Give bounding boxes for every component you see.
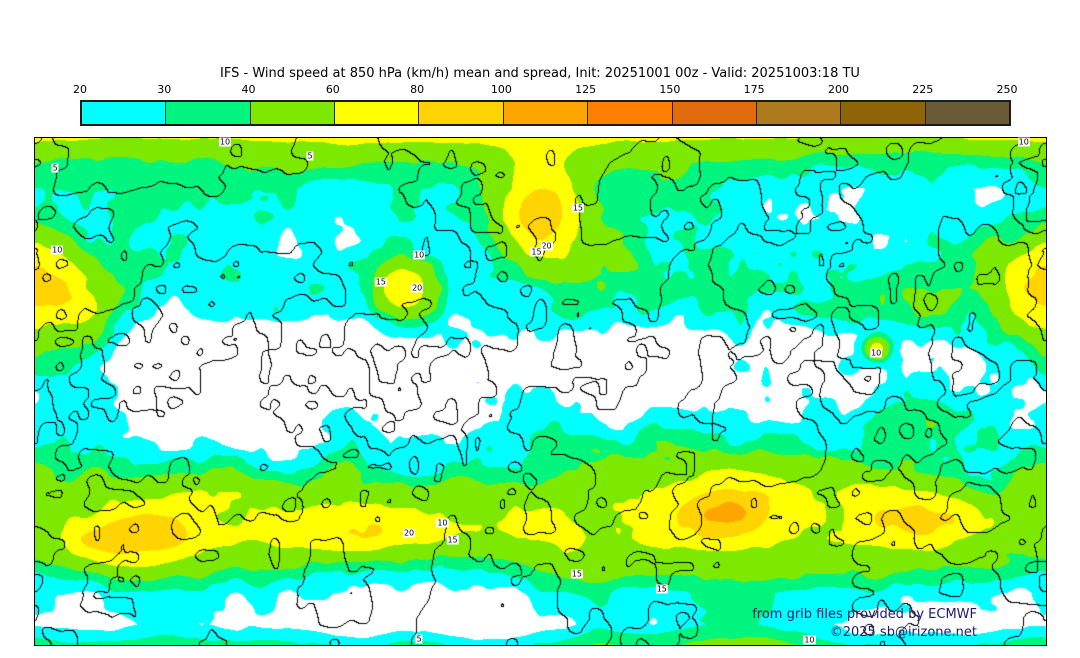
contour-label: 20 (540, 241, 553, 251)
contour-label: 15 (374, 277, 387, 287)
colorbar-tick-label: 30 (157, 83, 172, 96)
chart-title: IFS - Wind speed at 850 hPa (km/h) mean … (220, 66, 860, 81)
contour-label: 15 (655, 584, 668, 594)
colorbar-tick-label: 175 (743, 83, 765, 96)
colorbar-tick-label: 20 (73, 83, 87, 96)
colorbar-tick-label: 125 (575, 83, 597, 96)
colorbar-segment (503, 102, 589, 124)
credits: from grib files provided by ECMWF ©2025 … (752, 606, 977, 642)
colorbar-tick-label: 250 (996, 83, 1018, 96)
contour-label: 10 (413, 250, 426, 260)
colorbar-segment (250, 102, 336, 124)
contour-label: 10 (870, 348, 883, 358)
credits-line-copyright: ©2025 sb@irizone.net (829, 625, 977, 640)
colorbar-ticks: 20 30 40 60 80 100 125 150 175 200 225 250 (73, 83, 1018, 97)
colorbar (80, 100, 1011, 126)
colorbar-tick-label: 225 (912, 83, 934, 96)
colorbar-segment (841, 102, 926, 124)
colorbar-tick-label: 150 (659, 83, 681, 96)
colorbar-segment (419, 102, 504, 124)
colorbar-segment (672, 102, 757, 124)
colorbar-tick-label: 80 (410, 83, 425, 96)
contour-label: 5 (306, 151, 314, 161)
colorbar-segment (82, 102, 167, 124)
colorbar-segment (756, 102, 842, 124)
colorbar-segment (335, 102, 420, 124)
contour-label: 10 (436, 518, 449, 528)
contour-label: 15 (570, 569, 583, 579)
contour-label: 20 (402, 528, 416, 538)
colorbar-tick-label: 60 (325, 83, 340, 96)
contour-label: 10 (803, 635, 816, 645)
contour-label: 15 (446, 535, 459, 545)
colorbar-tick-label: 40 (241, 83, 256, 96)
contour-label: 20 (411, 283, 424, 293)
colorbar-tick-label: 200 (827, 83, 849, 96)
contour-label: 10 (51, 245, 64, 255)
contour-label: 10 (218, 137, 232, 147)
colorbar-segment (166, 102, 251, 124)
contour-label: 10 (1017, 137, 1030, 147)
wind-speed-map-canvas (35, 138, 1046, 645)
contour-label: 5 (415, 634, 423, 644)
wind-speed-map: 10 10 5 5 10 15 20 15 10 15 20 10 10 20 15 15 15 5 10 (34, 137, 1047, 646)
colorbar-segment (925, 102, 1009, 124)
colorbar-tick-label: 100 (490, 83, 512, 96)
contour-label: 5 (51, 163, 59, 173)
contour-label: 15 (530, 247, 543, 257)
credits-line-source: from grib files provided by ECMWF (752, 607, 977, 622)
colorbar-segment (588, 102, 673, 124)
contour-label: 15 (571, 203, 584, 213)
